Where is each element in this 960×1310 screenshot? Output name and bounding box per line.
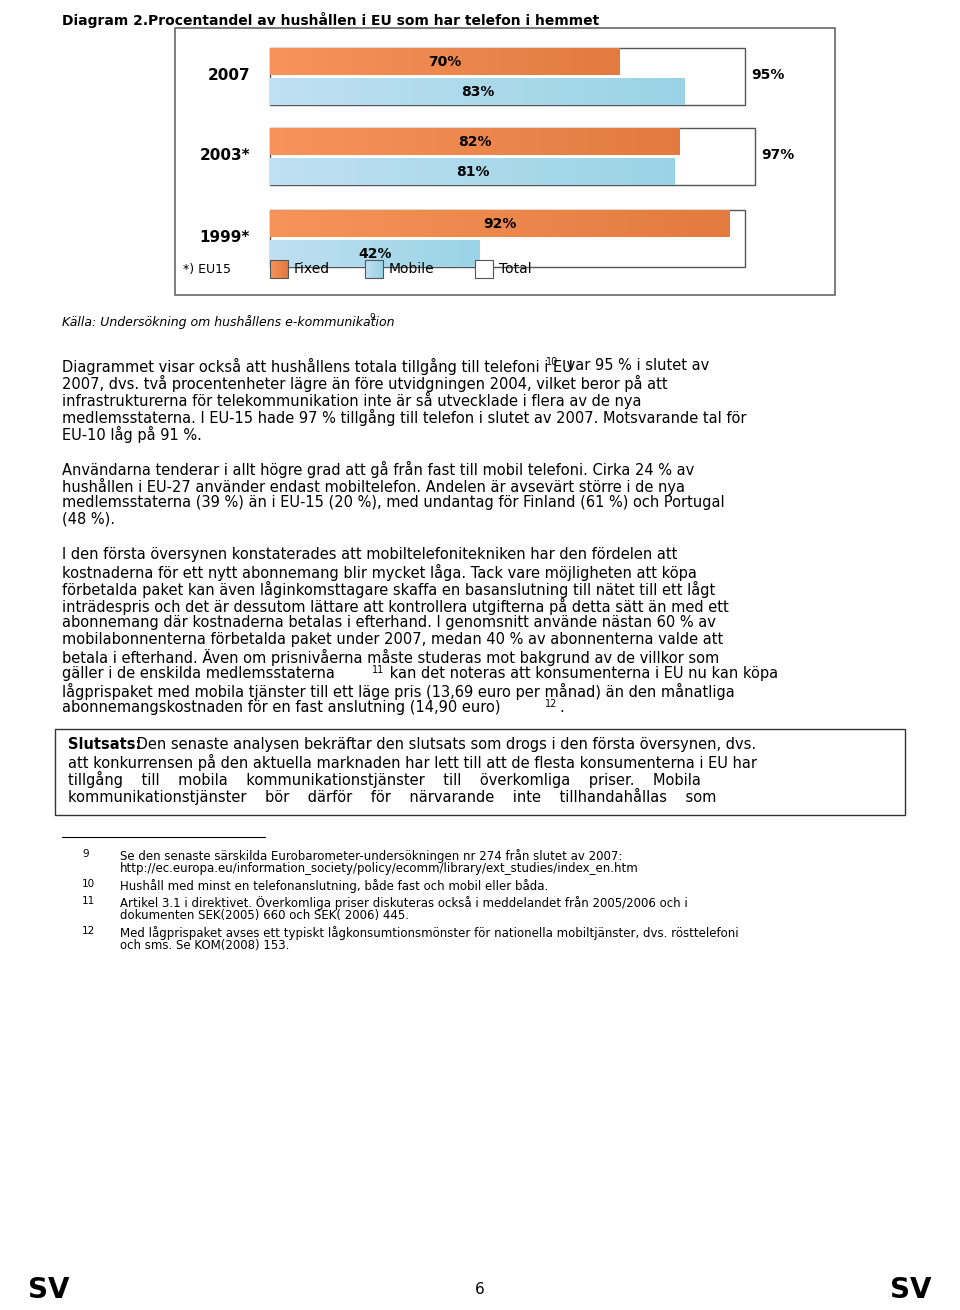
Text: 95%: 95%: [751, 68, 784, 83]
Bar: [270, 259, 288, 278]
Text: 97%: 97%: [761, 148, 794, 162]
Text: abonnemang där kostnaderna betalas i efterhand. I genomsnitt använde nästan 60 %: abonnemang där kostnaderna betalas i eft…: [62, 614, 716, 630]
Text: EU-10 låg på 91 %.: EU-10 låg på 91 %.: [62, 426, 202, 443]
Text: Fixed: Fixed: [294, 262, 330, 276]
Text: att konkurrensen på den aktuella marknaden har lett till att de flesta konsument: att konkurrensen på den aktuella marknad…: [68, 755, 757, 772]
Text: 6: 6: [475, 1282, 485, 1297]
Text: 2007: 2007: [207, 68, 250, 83]
Bar: [270, 48, 745, 105]
Text: 2007, dvs. två procentenheter lägre än före utvidgningen 2004, vilket beror på a: 2007, dvs. två procentenheter lägre än f…: [62, 375, 667, 392]
Text: 1999*: 1999*: [200, 229, 250, 245]
Text: 10: 10: [546, 358, 559, 367]
Text: betala i efterhand. Även om prisnivåerna måste studeras mot bakgrund av de villk: betala i efterhand. Även om prisnivåerna…: [62, 648, 719, 665]
Text: hushållen i EU-27 använder endast mobiltelefon. Andelen är avsevärt större i de : hushållen i EU-27 använder endast mobilt…: [62, 478, 685, 495]
Text: 92%: 92%: [483, 216, 516, 231]
Text: SV: SV: [891, 1276, 932, 1303]
Text: kan det noteras att konsumenterna i EU nu kan köpa: kan det noteras att konsumenterna i EU n…: [385, 665, 779, 681]
Text: inträdespris och det är dessutom lättare att kontrollera utgifterna på detta sät: inträdespris och det är dessutom lättare…: [62, 597, 729, 614]
Text: SV: SV: [28, 1276, 69, 1303]
Text: 42%: 42%: [358, 246, 392, 261]
Text: Se den senaste särskilda Eurobarometer-undersökningen nr 274 från slutet av 2007: Se den senaste särskilda Eurobarometer-u…: [120, 849, 622, 863]
Text: *) EU15: *) EU15: [183, 262, 231, 275]
Text: medlemsstaterna (39 %) än i EU-15 (20 %), med undantag för Finland (61 %) och Po: medlemsstaterna (39 %) än i EU-15 (20 %)…: [62, 495, 725, 510]
Text: Procentandel av hushållen i EU som har telefon i hemmet: Procentandel av hushållen i EU som har t…: [148, 14, 599, 28]
Text: 81%: 81%: [456, 165, 490, 178]
Text: http://ec.europa.eu/information_society/policy/ecomm/library/ext_studies/index_e: http://ec.europa.eu/information_society/…: [120, 862, 638, 875]
Bar: [175, 28, 835, 295]
Text: 10: 10: [82, 879, 95, 889]
Text: tillgång    till    mobila    kommunikationstjänster    till    överkomliga    p: tillgång till mobila kommunikationstjäns…: [68, 772, 701, 789]
Text: (48 %).: (48 %).: [62, 512, 115, 527]
Text: 11: 11: [372, 665, 384, 675]
Text: mobilabonnenterna förbetalda paket under 2007, medan 40 % av abonnenterna valde : mobilabonnenterna förbetalda paket under…: [62, 631, 723, 647]
Text: 9: 9: [82, 849, 88, 859]
Text: I den första översynen konstaterades att mobiltelefonitekniken har den fördelen : I den första översynen konstaterades att…: [62, 548, 678, 562]
Text: Mobile: Mobile: [389, 262, 435, 276]
Text: förbetalda paket kan även låginkomsttagare skaffa en basanslutning till nätet ti: förbetalda paket kan även låginkomsttaga…: [62, 582, 715, 599]
Text: Total: Total: [499, 262, 532, 276]
Text: 12: 12: [82, 926, 95, 937]
Text: 12: 12: [545, 700, 558, 709]
Text: 2003*: 2003*: [200, 148, 250, 162]
Bar: [270, 210, 745, 267]
Text: 83%: 83%: [461, 85, 494, 98]
Bar: [55, 728, 905, 815]
Bar: [270, 128, 755, 185]
Text: .: .: [559, 700, 564, 715]
Text: Den senaste analysen bekräftar den slutsats som drogs i den första översynen, dv: Den senaste analysen bekräftar den sluts…: [132, 738, 756, 752]
Text: 9: 9: [369, 313, 374, 322]
Text: Diagrammet visar också att hushållens totala tillgång till telefoni i EU: Diagrammet visar också att hushållens to…: [62, 358, 573, 375]
Text: 11: 11: [82, 896, 95, 907]
Text: Användarna tenderar i allt högre grad att gå från fast till mobil telefoni. Cirk: Användarna tenderar i allt högre grad at…: [62, 461, 694, 478]
Text: var 95 % i slutet av: var 95 % i slutet av: [562, 358, 709, 373]
Text: dokumenten SEK(2005) 660 och SEK( 2006) 445.: dokumenten SEK(2005) 660 och SEK( 2006) …: [120, 909, 409, 922]
Text: Artikel 3.1 i direktivet. Överkomliga priser diskuteras också i meddelandet från: Artikel 3.1 i direktivet. Överkomliga pr…: [120, 896, 687, 910]
Text: Slutsats:: Slutsats:: [68, 738, 141, 752]
Text: gäller i de enskilda medlemsstaterna: gäller i de enskilda medlemsstaterna: [62, 665, 335, 681]
Bar: [365, 259, 383, 278]
Text: Hushåll med minst en telefonanslutning, både fast och mobil eller båda.: Hushåll med minst en telefonanslutning, …: [120, 879, 548, 893]
Text: infrastrukturerna för telekommunikation inte är så utvecklade i flera av de nya: infrastrukturerna för telekommunikation …: [62, 392, 641, 409]
Text: 82%: 82%: [458, 135, 492, 148]
Text: abonnemangskostnaden för en fast anslutning (14,90 euro): abonnemangskostnaden för en fast anslutn…: [62, 700, 500, 715]
Text: Källa: Undersökning om hushållens e-kommunikation: Källa: Undersökning om hushållens e-komm…: [62, 314, 395, 329]
Text: 70%: 70%: [428, 55, 462, 68]
Text: Med lågprispaket avses ett typiskt lågkonsumtionsmönster för nationella mobiltjä: Med lågprispaket avses ett typiskt lågko…: [120, 926, 738, 941]
Text: Diagram 2.: Diagram 2.: [62, 14, 148, 28]
Text: kommunikationstjänster    bör    därför    för    närvarande    inte    tillhand: kommunikationstjänster bör därför för nä…: [68, 789, 716, 806]
Text: medlemsstaterna. I EU-15 hade 97 % tillgång till telefon i slutet av 2007. Motsv: medlemsstaterna. I EU-15 hade 97 % tillg…: [62, 409, 747, 426]
Text: och sms. Se KOM(2008) 153.: och sms. Se KOM(2008) 153.: [120, 939, 289, 952]
Text: kostnaderna för ett nytt abonnemang blir mycket låga. Tack vare möjligheten att : kostnaderna för ett nytt abonnemang blir…: [62, 565, 697, 582]
Bar: [475, 259, 493, 278]
Text: lågprispaket med mobila tjänster till ett läge pris (13,69 euro per månad) än de: lågprispaket med mobila tjänster till et…: [62, 683, 734, 700]
